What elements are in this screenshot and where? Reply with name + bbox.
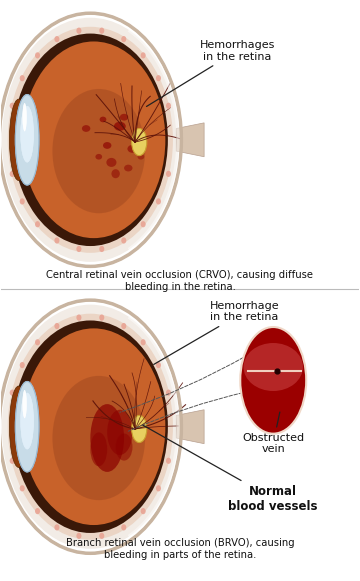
Ellipse shape	[132, 415, 147, 443]
Ellipse shape	[121, 36, 126, 42]
Ellipse shape	[156, 75, 161, 81]
Ellipse shape	[23, 103, 27, 131]
Ellipse shape	[99, 246, 104, 252]
Ellipse shape	[111, 169, 120, 178]
Ellipse shape	[20, 362, 25, 368]
Ellipse shape	[2, 304, 179, 549]
Ellipse shape	[99, 533, 104, 539]
Ellipse shape	[23, 390, 27, 418]
Ellipse shape	[10, 458, 15, 464]
Ellipse shape	[8, 27, 173, 253]
Text: Branch retinal vein occlusion (BRVO), causing
bleeding in parts of the retina.: Branch retinal vein occlusion (BRVO), ca…	[66, 539, 294, 560]
Ellipse shape	[156, 362, 161, 368]
Ellipse shape	[22, 41, 165, 238]
Ellipse shape	[9, 99, 28, 181]
Ellipse shape	[20, 485, 25, 492]
Ellipse shape	[15, 382, 39, 472]
Ellipse shape	[138, 154, 144, 160]
Ellipse shape	[23, 390, 27, 418]
Ellipse shape	[21, 393, 34, 449]
Ellipse shape	[22, 328, 165, 525]
Ellipse shape	[15, 95, 39, 185]
Ellipse shape	[156, 485, 161, 492]
Ellipse shape	[53, 376, 145, 500]
Ellipse shape	[10, 171, 15, 177]
Ellipse shape	[2, 18, 179, 262]
Ellipse shape	[54, 238, 59, 243]
Ellipse shape	[133, 131, 140, 138]
Ellipse shape	[107, 410, 132, 455]
Polygon shape	[176, 123, 204, 157]
Ellipse shape	[35, 508, 40, 514]
Ellipse shape	[20, 75, 25, 81]
Ellipse shape	[141, 339, 146, 345]
Ellipse shape	[82, 125, 90, 132]
Ellipse shape	[100, 117, 106, 122]
Ellipse shape	[21, 106, 34, 163]
Ellipse shape	[54, 524, 59, 530]
Ellipse shape	[15, 95, 39, 185]
Ellipse shape	[166, 171, 171, 177]
Ellipse shape	[15, 382, 39, 472]
Text: Normal
blood vessels: Normal blood vessels	[143, 425, 318, 512]
Ellipse shape	[76, 533, 81, 539]
Ellipse shape	[13, 321, 168, 533]
Ellipse shape	[23, 103, 27, 131]
Text: Hemorrhage
in the retina: Hemorrhage in the retina	[154, 301, 279, 364]
Ellipse shape	[20, 198, 25, 205]
Ellipse shape	[121, 524, 126, 530]
Text: Hemorrhages
in the retina: Hemorrhages in the retina	[147, 40, 275, 106]
Ellipse shape	[8, 314, 173, 540]
Ellipse shape	[121, 238, 126, 243]
Ellipse shape	[141, 508, 146, 514]
Ellipse shape	[124, 164, 132, 171]
Ellipse shape	[141, 52, 146, 59]
Ellipse shape	[106, 158, 117, 167]
Ellipse shape	[9, 386, 28, 467]
Ellipse shape	[95, 154, 102, 160]
Ellipse shape	[10, 389, 15, 396]
Text: Central retinal vein occlusion (CRVO), causing diffuse
bleeding in the retina.: Central retinal vein occlusion (CRVO), c…	[46, 270, 314, 292]
Ellipse shape	[13, 34, 168, 246]
Ellipse shape	[54, 36, 59, 42]
Ellipse shape	[244, 343, 303, 391]
Ellipse shape	[240, 327, 306, 433]
Ellipse shape	[35, 339, 40, 345]
Polygon shape	[176, 410, 204, 444]
Ellipse shape	[53, 89, 145, 213]
Ellipse shape	[156, 198, 161, 205]
Ellipse shape	[121, 323, 126, 329]
Ellipse shape	[166, 389, 171, 396]
Ellipse shape	[99, 27, 104, 34]
Ellipse shape	[166, 458, 171, 464]
Ellipse shape	[127, 145, 138, 153]
Ellipse shape	[10, 103, 15, 109]
Ellipse shape	[76, 246, 81, 252]
Ellipse shape	[120, 114, 128, 121]
Ellipse shape	[21, 393, 34, 449]
Ellipse shape	[76, 314, 81, 321]
Text: Obstructed
vein: Obstructed vein	[242, 412, 304, 454]
Ellipse shape	[76, 27, 81, 34]
Ellipse shape	[35, 221, 40, 227]
Ellipse shape	[116, 433, 132, 461]
Ellipse shape	[166, 103, 171, 109]
Ellipse shape	[99, 314, 104, 321]
Ellipse shape	[54, 323, 59, 329]
Ellipse shape	[103, 142, 111, 149]
Ellipse shape	[35, 52, 40, 59]
Ellipse shape	[90, 404, 124, 472]
Ellipse shape	[141, 221, 146, 227]
Ellipse shape	[132, 128, 147, 156]
Ellipse shape	[21, 106, 34, 163]
Ellipse shape	[90, 432, 107, 467]
Ellipse shape	[114, 121, 126, 131]
